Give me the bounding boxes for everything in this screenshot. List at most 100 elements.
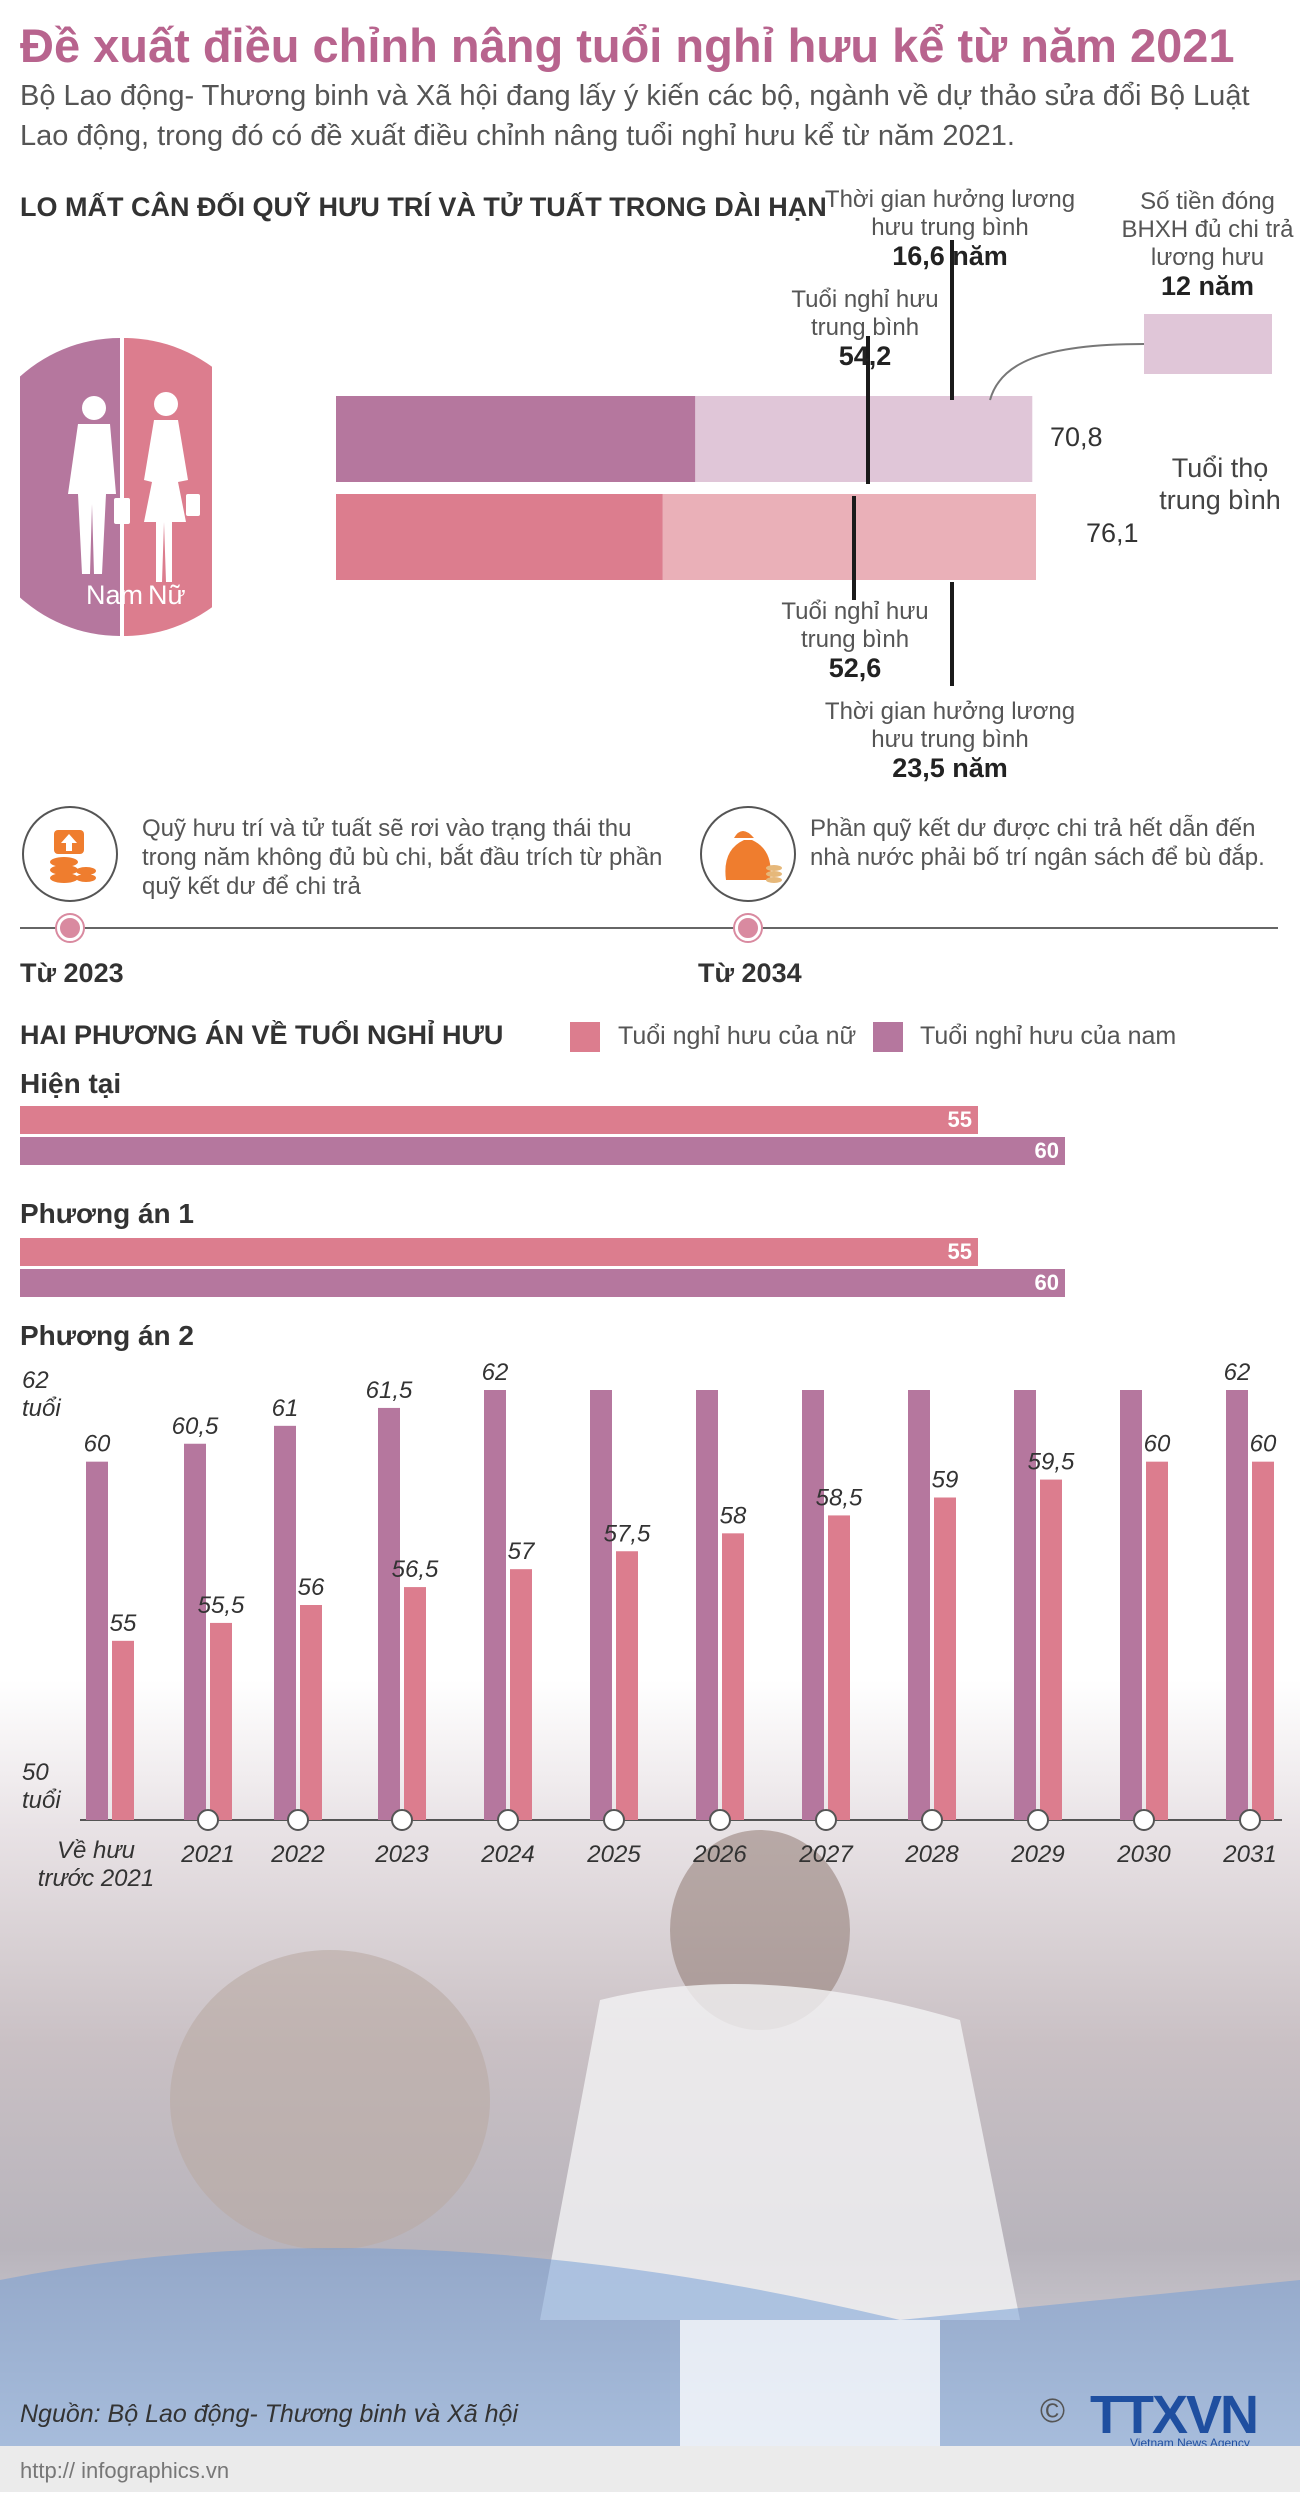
- plan1-male-bar: 60: [20, 1269, 1065, 1297]
- female-retire-marker: [852, 496, 856, 600]
- life-bars: [336, 396, 1140, 580]
- female-retire-label-text: Tuổi nghỉ hưu trung bình: [781, 598, 929, 653]
- category-label-2: 2022: [270, 1841, 324, 1868]
- male-value-label-0: 60: [84, 1431, 111, 1458]
- year-dot-8: [921, 1809, 943, 1831]
- male-value-label-11: 62: [1224, 1360, 1251, 1386]
- current-label: Hiện tại: [20, 1068, 122, 1099]
- timeline-dot-2034: [735, 915, 761, 941]
- female-bar-1: [210, 1622, 232, 1820]
- female-bar-6: [722, 1533, 744, 1820]
- male-bar-2: [274, 1425, 296, 1820]
- year-dot-2: [287, 1809, 309, 1831]
- female-bar-7: [828, 1515, 850, 1820]
- male-bar-10: [1120, 1390, 1142, 1820]
- category-label-1: 2021: [180, 1841, 234, 1868]
- timeline-year-2034: Từ 2034: [698, 958, 802, 988]
- woman-icon: [144, 392, 200, 582]
- male-value-label-4: 62: [482, 1360, 509, 1386]
- male-bar-3: [378, 1407, 400, 1820]
- male-bar-5: [590, 1390, 612, 1820]
- plan1-label: Phương án 1: [20, 1198, 194, 1229]
- gender-circle: Nam Nữ: [0, 338, 273, 636]
- timeline-axis: [20, 927, 1278, 929]
- female-value-label-8: 59: [932, 1467, 959, 1494]
- male-bar-6: [696, 1390, 718, 1820]
- category-label-4: 2024: [480, 1841, 534, 1868]
- year-dot-5: [603, 1809, 625, 1831]
- year-dot-9: [1027, 1809, 1049, 1831]
- year-dot-10: [1133, 1809, 1155, 1831]
- male-retire-value: 54,2: [838, 341, 892, 371]
- legend-male-label: Tuổi nghỉ hưu của nam: [920, 1022, 1177, 1050]
- category-label-0-line1: Về hưu: [57, 1837, 135, 1864]
- female-bar-11: [1252, 1461, 1274, 1820]
- female-value-label-9: 59,5: [1028, 1449, 1075, 1476]
- male-pension-value: 16,6 năm: [892, 241, 1008, 271]
- male-bar-7: [802, 1390, 824, 1820]
- female-value-label-2: 56: [298, 1574, 325, 1601]
- timeline-note-2: Phần quỹ kết dư được chi trả hết dẫn đến…: [810, 815, 1265, 871]
- y-axis-bottom-unit: tuổi: [22, 1787, 61, 1814]
- female-value-label-11: 60: [1250, 1431, 1277, 1458]
- category-label-8: 2028: [904, 1841, 959, 1868]
- female-bar-10: [1146, 1461, 1168, 1820]
- page-title: Đề xuất điều chỉnh nâng tuổi nghỉ hưu kể…: [20, 19, 1235, 72]
- timeline-dot-2023: [57, 915, 83, 941]
- male-bar-1: [184, 1443, 206, 1820]
- contribution-label-text: Số tiền đóng BHXH đủ chi trả lương hưu: [1121, 188, 1294, 271]
- female-pension-marker: [950, 582, 954, 686]
- category-label-6: 2026: [692, 1841, 747, 1868]
- male-pension-label: Thời gian hưởng lương hưu trung bình 16,…: [820, 186, 1080, 270]
- legend-male-swatch: [873, 1022, 903, 1052]
- female-value-label-10: 60: [1144, 1431, 1171, 1458]
- life-bars-svg: [336, 396, 1140, 580]
- male-bar-4: [484, 1390, 506, 1820]
- current-female-value: 55: [947, 1107, 972, 1132]
- category-label-3: 2023: [374, 1841, 429, 1868]
- male-life-value: 70,8: [1050, 422, 1103, 452]
- female-bar-2: [300, 1605, 322, 1820]
- category-label-7: 2027: [798, 1841, 854, 1868]
- female-pension-label: Thời gian hưởng lương hưu trung bình 23,…: [820, 698, 1080, 782]
- copyright-symbol: ©: [1040, 2392, 1066, 2430]
- year-dot-11: [1239, 1809, 1261, 1831]
- male-retire-label-text: Tuổi nghỉ hưu trung bình: [791, 286, 939, 341]
- category-label-5: 2025: [586, 1841, 641, 1868]
- category-label-0-line2: trước 2021: [38, 1865, 154, 1892]
- year-dot-4: [497, 1809, 519, 1831]
- male-bar-8: [908, 1390, 930, 1820]
- year-dot-1: [197, 1809, 219, 1831]
- male-retire-label: Tuổi nghỉ hưu trung bình 54,2: [780, 286, 950, 370]
- female-bar-8: [934, 1497, 956, 1820]
- contribution-box: [1144, 314, 1272, 374]
- male-retired-bar: [695, 396, 1033, 482]
- plan1-female-bar: 55: [20, 1238, 978, 1266]
- legend-female-label: Tuổi nghỉ hưu của nữ: [618, 1022, 857, 1050]
- female-working-bar: [336, 494, 663, 580]
- male-retire-marker: [866, 336, 870, 484]
- female-label: Nữ: [148, 580, 186, 610]
- female-value-label-7: 58,5: [816, 1484, 863, 1511]
- footer-url[interactable]: http:// infographics.vn: [20, 2458, 230, 2483]
- female-bar-3: [404, 1587, 426, 1820]
- y-axis-top-label: 62: [22, 1367, 49, 1394]
- year-dot-7: [815, 1809, 837, 1831]
- female-value-label-5: 57,5: [604, 1520, 651, 1547]
- section2-heading: HAI PHƯƠNG ÁN VỀ TUỔI NGHỈ HƯU: [20, 1020, 504, 1050]
- male-pension-marker: [950, 240, 954, 400]
- female-value-label-6: 58: [720, 1502, 747, 1529]
- male-value-label-3: 61,5: [366, 1377, 413, 1404]
- plan1-male-value: 60: [1034, 1270, 1059, 1295]
- contribution-value: 12 năm: [1160, 271, 1255, 301]
- plan1-female-value: 55: [947, 1239, 972, 1264]
- male-bar-11: [1226, 1390, 1248, 1820]
- female-retired-bar: [662, 494, 1140, 580]
- female-bar-9: [1040, 1479, 1062, 1820]
- footer-bar: [0, 2446, 1300, 2492]
- page-subtitle: Bộ Lao động- Thương binh và Xã hội đang …: [20, 80, 1250, 152]
- contribution-connector: [989, 343, 1145, 401]
- y-axis-bottom-label: 50: [22, 1759, 49, 1786]
- female-value-label-1: 55,5: [198, 1592, 245, 1619]
- man-icon: [68, 396, 130, 574]
